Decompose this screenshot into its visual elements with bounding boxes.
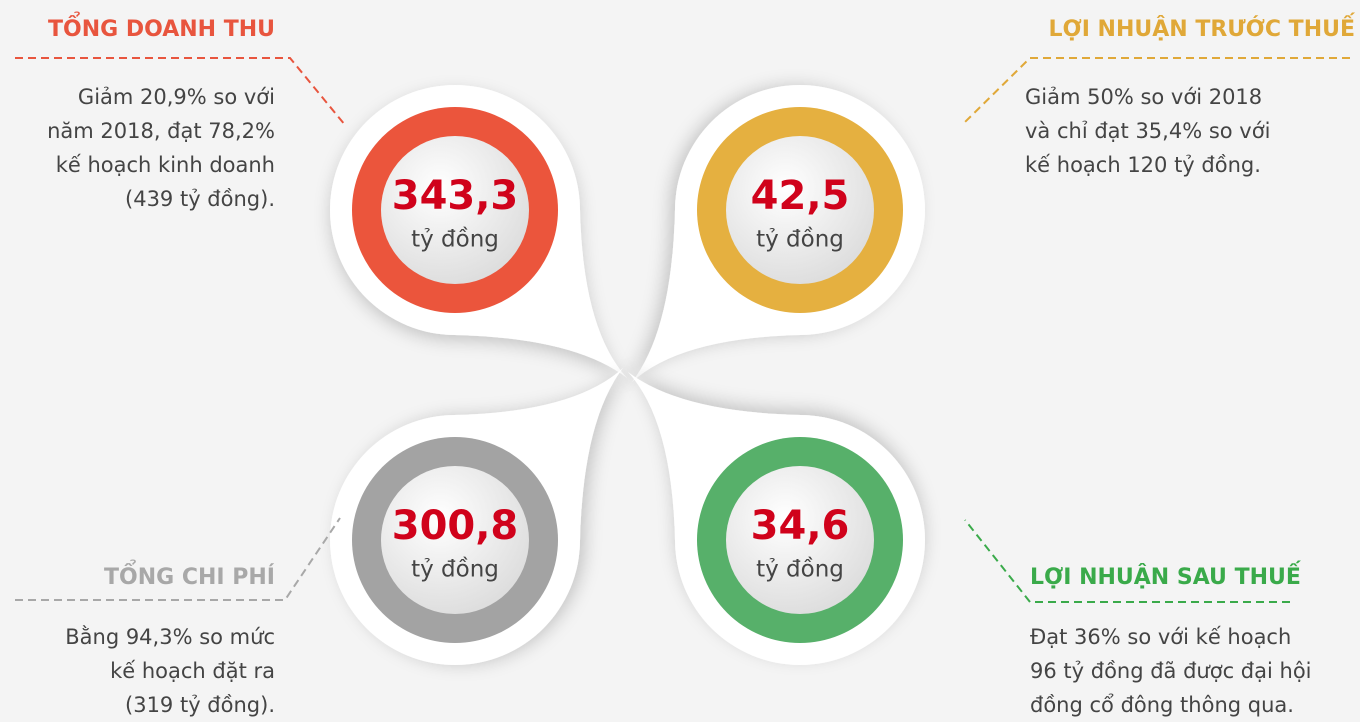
dashed-connector: [964, 519, 1290, 603]
description-line: kế hoạch 120 tỷ đồng.: [1025, 153, 1261, 177]
description-line: 96 tỷ đồng đã được đại hội: [1030, 659, 1312, 683]
description-line: năm 2018, đạt 78,2%: [47, 119, 275, 143]
description-line: (319 tỷ đồng).: [125, 693, 275, 717]
kpi-card: 343,3 tỷ đồng: [330, 85, 627, 378]
description-line: kế hoạch đặt ra: [110, 659, 275, 683]
description-line: đồng cổ đông thông qua.: [1030, 693, 1294, 717]
value: 300,8: [392, 503, 519, 549]
unit: tỷ đồng: [411, 227, 499, 253]
unit: tỷ đồng: [756, 227, 844, 253]
title: TỔNG CHI PHÍ: [104, 560, 275, 590]
title: TỔNG DOANH THU: [48, 12, 275, 42]
ring-inner: [726, 466, 874, 614]
dashed-connector: [15, 57, 346, 126]
title: LỢI NHUẬN TRƯỚC THUẾ: [1048, 13, 1356, 42]
title: LỢI NHUẬN SAU THUẾ: [1030, 561, 1302, 590]
description-line: kế hoạch kinh doanh: [56, 153, 275, 177]
description-line: Bằng 94,3% so mức: [65, 625, 275, 649]
ring-inner: [726, 136, 874, 284]
unit: tỷ đồng: [411, 557, 499, 583]
value: 343,3: [392, 173, 519, 219]
value: 42,5: [751, 173, 850, 219]
description-line: và chỉ đạt 35,4% so với: [1025, 119, 1270, 143]
kpi-card: 300,8 tỷ đồng: [330, 368, 623, 665]
ring-inner: [381, 466, 529, 614]
description-line: Đạt 36% so với kế hoạch: [1030, 625, 1291, 649]
dashed-connector: [964, 57, 1350, 123]
kpi-card: 34,6 tỷ đồng: [628, 372, 925, 665]
value: 34,6: [751, 503, 850, 549]
description-line: Giảm 20,9% so với: [78, 85, 275, 109]
description-line: Giảm 50% so với 2018: [1025, 85, 1262, 109]
unit: tỷ đồng: [756, 557, 844, 583]
ring-inner: [381, 136, 529, 284]
kpi-card: 42,5 tỷ đồng: [632, 85, 925, 382]
description-line: (439 tỷ đồng).: [125, 187, 275, 211]
